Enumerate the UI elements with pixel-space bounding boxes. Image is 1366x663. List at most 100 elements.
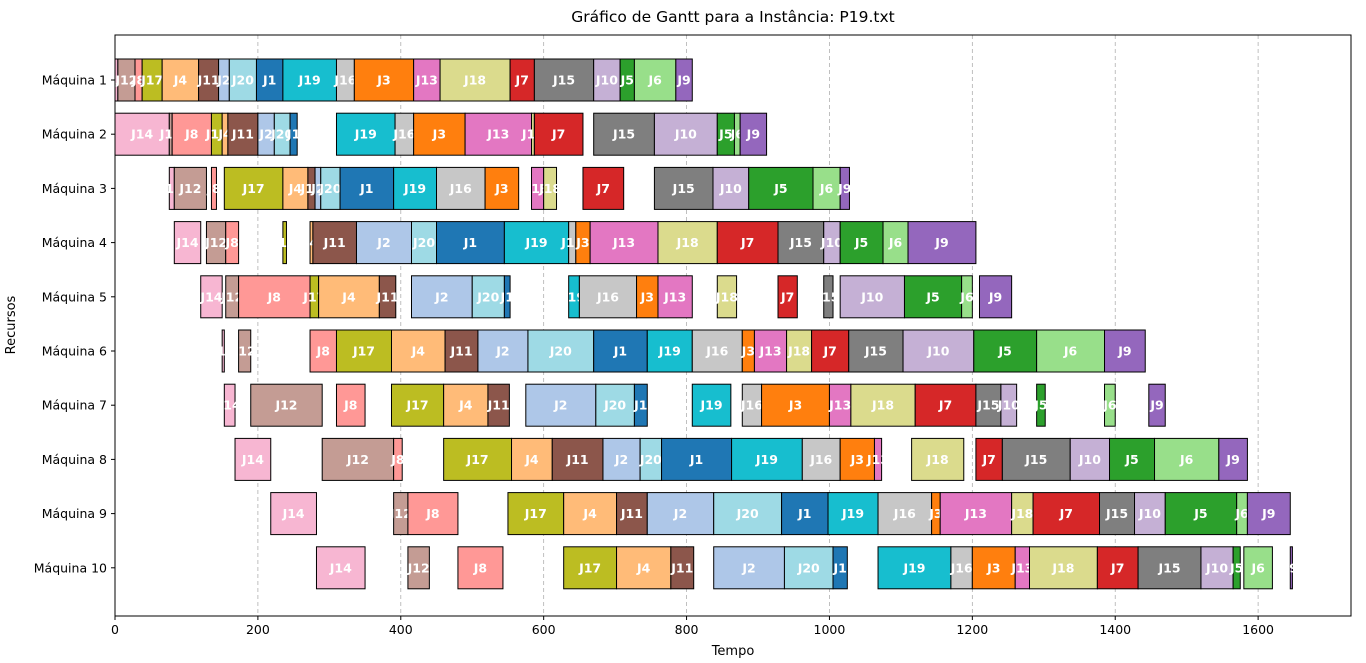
bar-rect <box>457 546 504 590</box>
task-bar-j14: J14 <box>270 492 317 536</box>
y-tick-label: Máquina 3 <box>42 181 107 196</box>
bar-label: J2 <box>495 344 509 359</box>
bar-label: J8 <box>316 344 330 359</box>
bar-label: J16 <box>449 181 472 196</box>
bar-label: J6 <box>1179 452 1194 467</box>
task-bar-j9: J9 <box>675 58 693 102</box>
bar-label: J4 <box>288 181 303 196</box>
bar-rect <box>781 492 829 536</box>
task-bar-j11: J11 <box>197 58 220 102</box>
task-bar-j4: J4 <box>318 275 380 319</box>
bar-label: J9 <box>934 235 948 250</box>
bar-rect <box>503 221 570 265</box>
bar-rect <box>312 221 357 265</box>
task-bar-j17: J17 <box>507 492 565 536</box>
bar-rect <box>511 437 553 481</box>
bar-label: J4 <box>582 506 597 521</box>
task-bar-j18: J18 <box>538 166 561 210</box>
bar-rect <box>335 112 396 156</box>
x-tick-label: 1200 <box>956 622 988 637</box>
bar-label: J6 <box>647 73 662 88</box>
bar-label: J3 <box>741 344 755 359</box>
y-tick-label: Máquina 8 <box>42 452 107 467</box>
task-bar-j2: J2 <box>257 112 275 156</box>
bar-label: J20 <box>549 344 572 359</box>
task-bar-j15: J15 <box>848 329 904 373</box>
task-bar-j19: J19 <box>691 383 732 427</box>
bar-label: J3 <box>788 398 802 413</box>
bar-rect <box>318 275 380 319</box>
task-bar-j8: J8 <box>309 329 337 373</box>
task-bar-j4: J4 <box>511 437 553 481</box>
bar-label: J9 <box>1117 344 1131 359</box>
x-tick-label: 1600 <box>1242 622 1274 637</box>
task-bar-j12: J12 <box>220 275 243 319</box>
task-bar-j11: J11 <box>670 546 695 590</box>
bar-label: J8 <box>267 289 281 304</box>
bar-rect <box>255 58 284 102</box>
task-bar-j7: J7 <box>533 112 584 156</box>
task-bar-j16: J16 <box>950 546 973 590</box>
bar-rect <box>227 112 259 156</box>
task-bar-j16: J16 <box>578 275 638 319</box>
task-bar-j17: J17 <box>563 546 618 590</box>
bar-label: J11 <box>376 289 399 304</box>
bar-label: J16 <box>740 398 763 413</box>
task-bar-j2: J2 <box>713 546 785 590</box>
bar-rect <box>839 275 905 319</box>
task-bar-j9: J9 <box>907 221 977 265</box>
bar-rect <box>1148 383 1166 427</box>
task-bar-j8: J8 <box>238 275 311 319</box>
task-bar-j12: J12 <box>250 383 323 427</box>
task-bar-j10: J10 <box>839 275 905 319</box>
bar-label: J14 <box>282 506 305 521</box>
task-bar-j4: J4 <box>563 492 618 536</box>
task-bar-j1: J1 <box>593 329 648 373</box>
bar-label: J20 <box>318 181 341 196</box>
bar-label: J18 <box>463 73 486 88</box>
bar-label: J2 <box>434 289 448 304</box>
task-bar-j4: J4 <box>282 166 309 210</box>
task-bar-j13: J13 <box>526 166 549 210</box>
bar-label: J19 <box>525 235 548 250</box>
bar-rect <box>173 221 202 265</box>
task-bar-j17: J17 <box>273 221 296 265</box>
bar-rect <box>509 58 535 102</box>
bar-rect <box>753 329 788 373</box>
bar-rect <box>210 166 217 210</box>
bar-label: J11 <box>231 127 254 142</box>
bar-rect <box>839 166 850 210</box>
bar-label: J6 <box>888 235 903 250</box>
bar-rect <box>1289 546 1293 590</box>
task-bar-j14: J14 <box>199 275 223 319</box>
bar-label: J10 <box>997 398 1020 413</box>
task-bar-j6: J6 <box>1154 437 1220 481</box>
bar-label: J7 <box>780 289 794 304</box>
y-axis-title: Recursos <box>4 295 19 354</box>
bar-rect <box>739 112 768 156</box>
bar-label: J11 <box>620 506 643 521</box>
bar-label: J15 <box>1024 452 1047 467</box>
bar-label: J18 <box>538 181 561 196</box>
task-bar-j1: J1 <box>436 221 505 265</box>
task-bar-j18: J18 <box>657 221 718 265</box>
task-bar-j16: J16 <box>691 329 743 373</box>
bar-label: J9 <box>988 289 1002 304</box>
task-bar-j16: J16 <box>801 437 841 481</box>
task-bar-j1: J1 <box>255 58 284 102</box>
task-bar-j20: J20 <box>783 546 834 590</box>
bar-rect <box>355 221 412 265</box>
task-bar-j1: J1 <box>832 546 848 590</box>
task-bar-j20: J20 <box>228 58 257 102</box>
bar-rect <box>533 112 584 156</box>
bar-label: J13 <box>1010 560 1033 575</box>
task-bar-j16: J16 <box>392 112 416 156</box>
bar-label: J6 <box>819 181 834 196</box>
bar-label: J19 <box>354 127 377 142</box>
task-bar-j5: J5 <box>620 58 635 102</box>
bar-label: J7 <box>1059 506 1073 521</box>
bar-label: J11 <box>449 344 472 359</box>
bar-rect <box>1036 383 1046 427</box>
bar-label: J19 <box>700 398 723 413</box>
bar-label: J19 <box>298 73 321 88</box>
